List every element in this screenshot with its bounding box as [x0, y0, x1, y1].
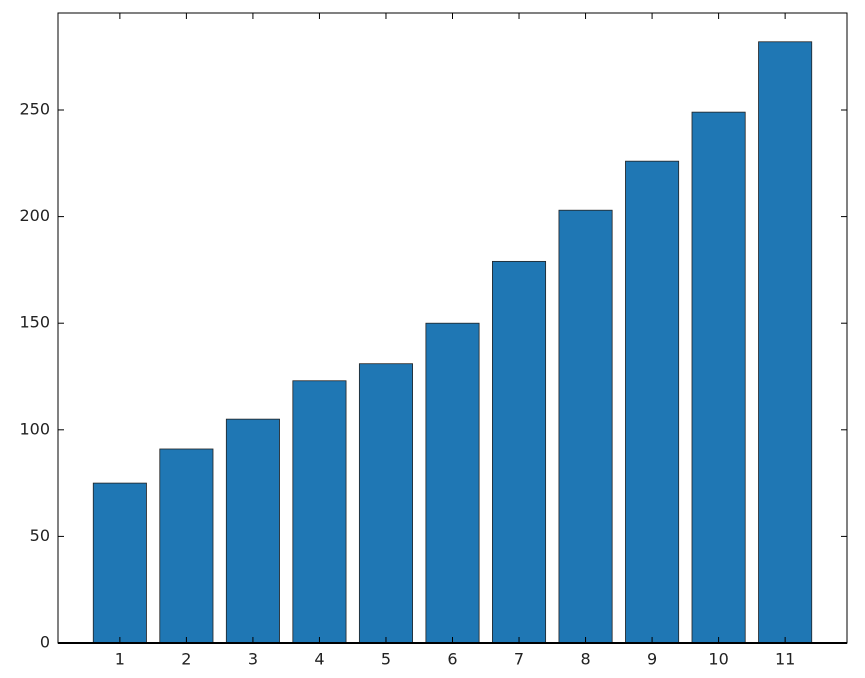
bar [625, 160, 680, 644]
y-tick-label: 0 [40, 633, 50, 652]
bar [758, 41, 813, 644]
bar [159, 448, 214, 644]
x-tick-label: 3 [248, 650, 258, 669]
x-tick-label: 10 [708, 650, 728, 669]
x-tick-label: 2 [181, 650, 191, 669]
bar [558, 209, 613, 644]
x-tick-label: 11 [775, 650, 795, 669]
x-tick-label: 7 [514, 650, 524, 669]
y-tick-label: 250 [19, 100, 50, 119]
y-tick-label: 200 [19, 206, 50, 225]
y-tick-label: 150 [19, 313, 50, 332]
x-tick-label: 5 [381, 650, 391, 669]
x-tick-label: 6 [447, 650, 457, 669]
bar [425, 322, 480, 644]
bar [492, 260, 547, 644]
y-tick-label: 100 [19, 419, 50, 438]
bar [225, 418, 280, 644]
bar [691, 111, 746, 644]
bar [358, 363, 413, 644]
x-tick-label: 4 [314, 650, 324, 669]
x-tick-label: 9 [647, 650, 657, 669]
x-tick-label: 8 [580, 650, 590, 669]
bar [92, 482, 147, 644]
x-tick-label: 1 [115, 650, 125, 669]
bar [292, 380, 347, 644]
y-tick-label: 50 [30, 526, 50, 545]
